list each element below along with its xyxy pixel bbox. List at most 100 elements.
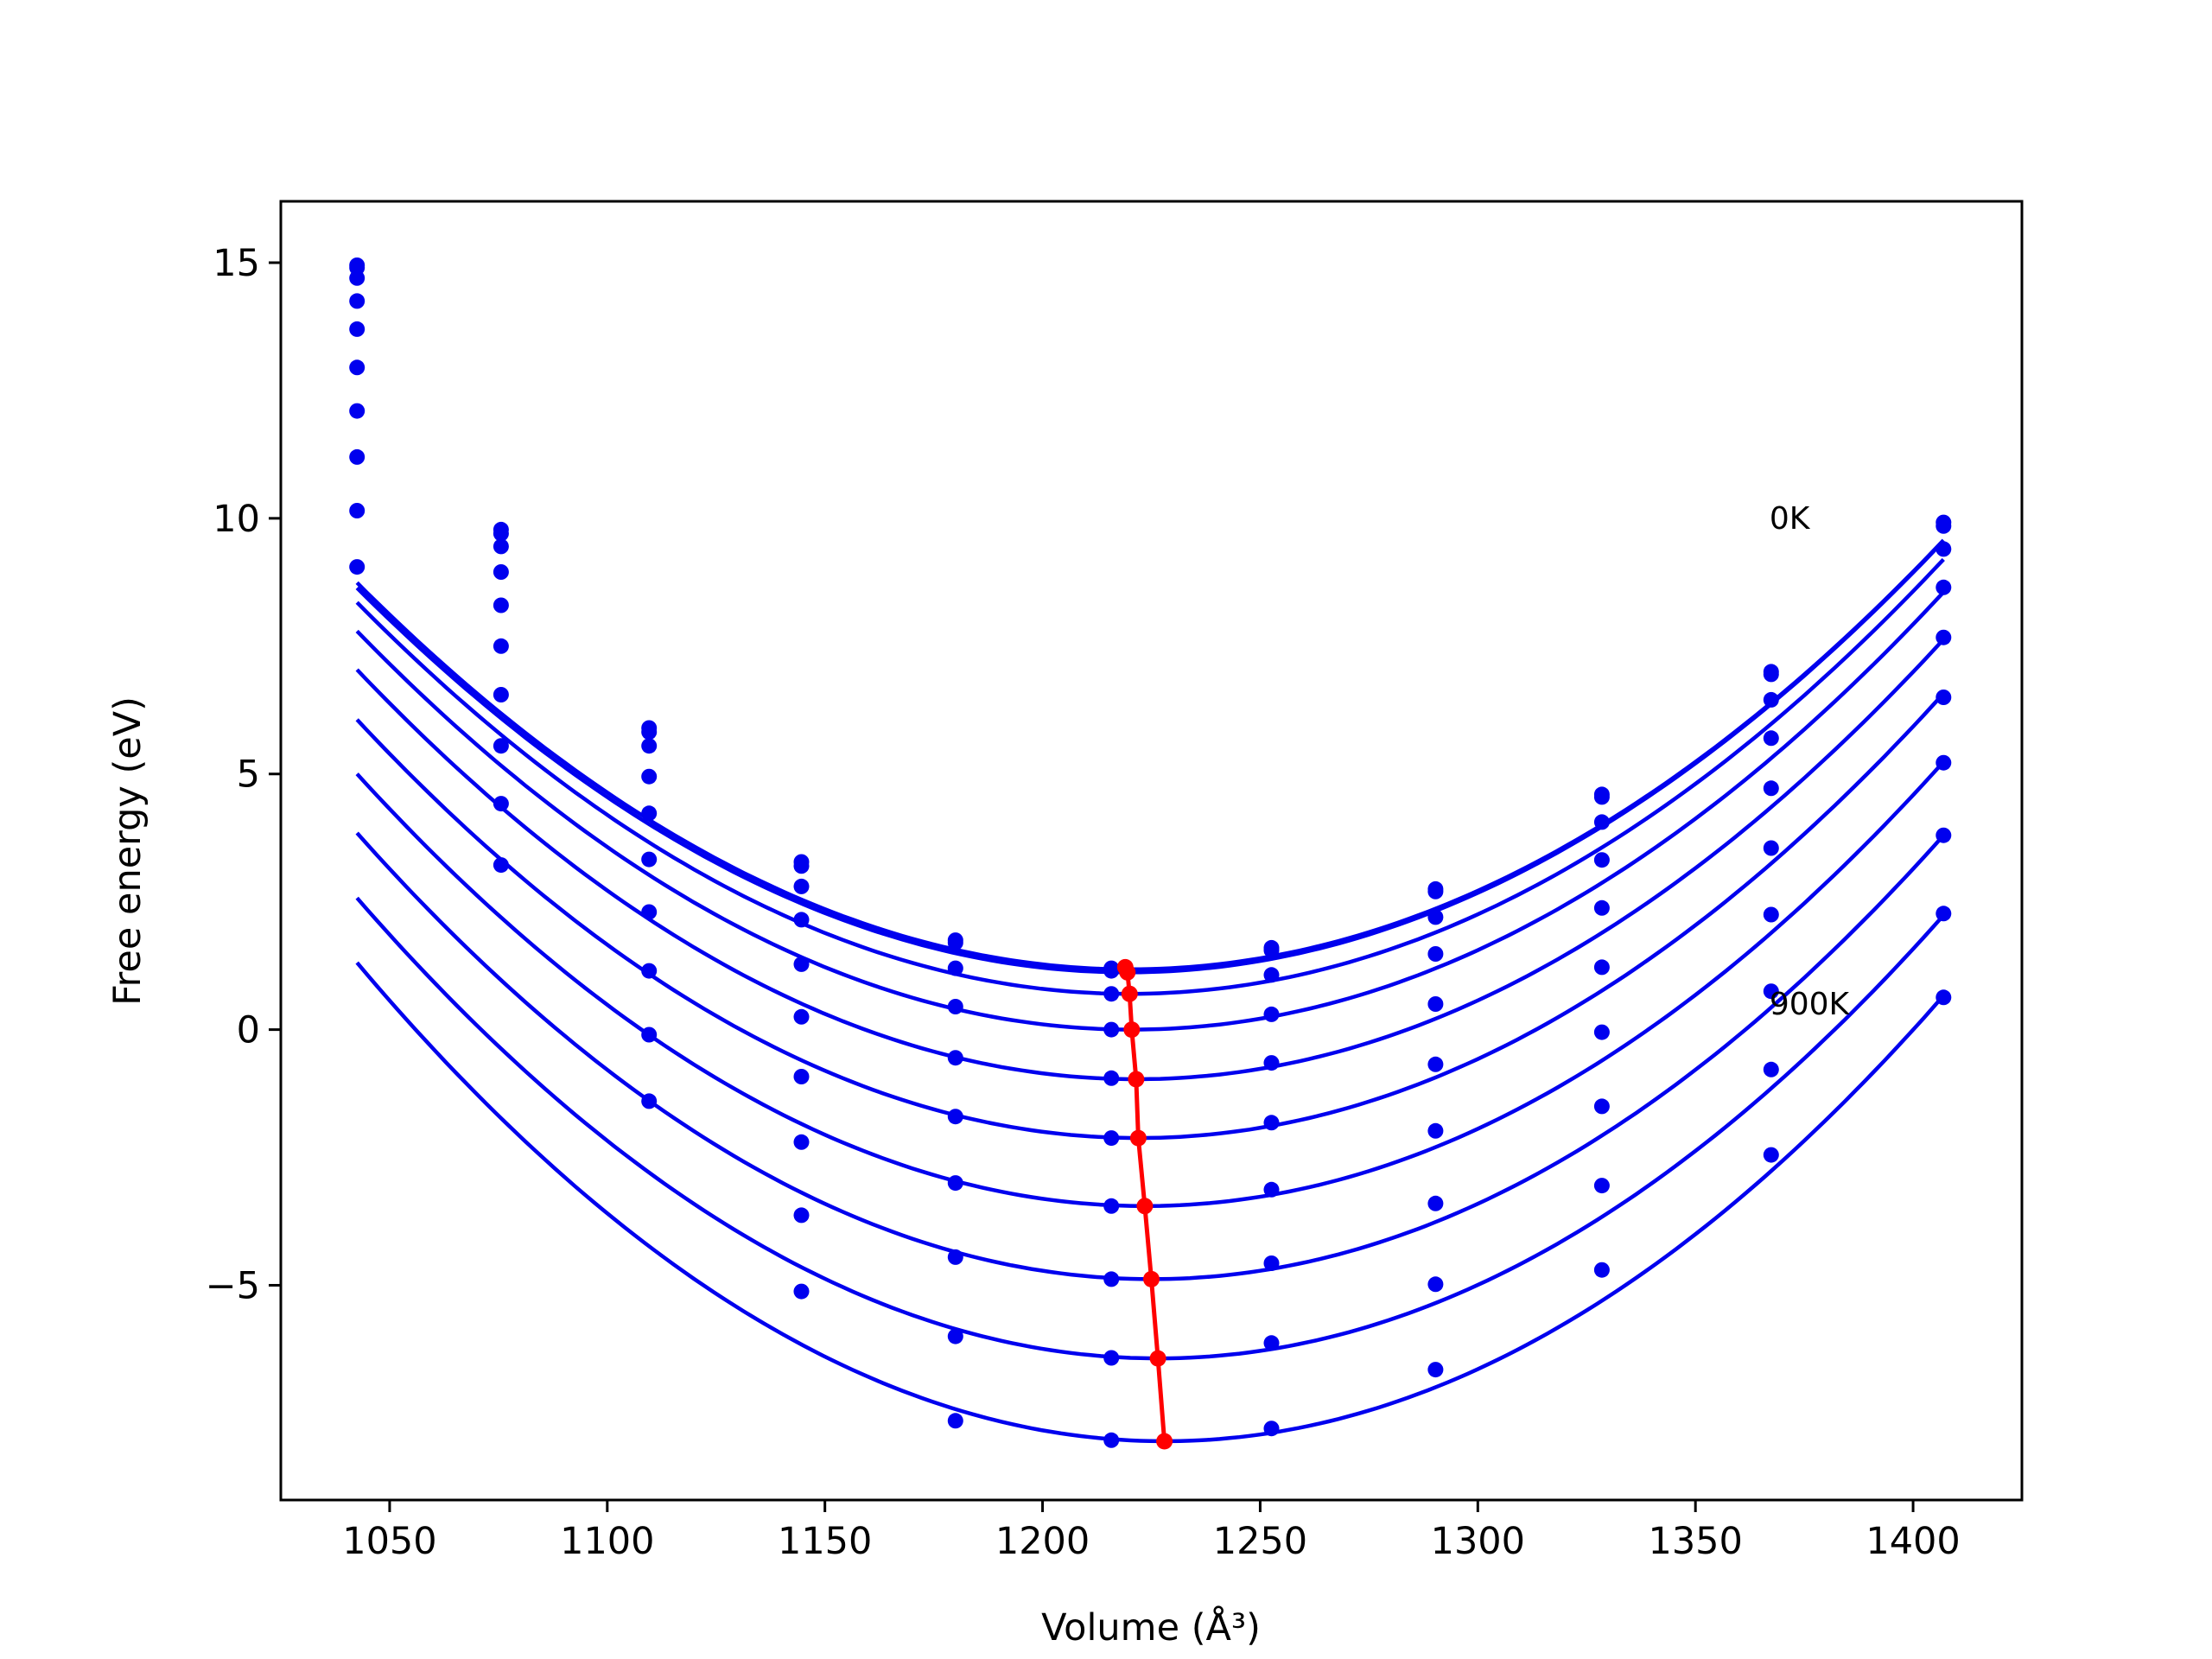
data-point [493,597,509,613]
data-point [1936,690,1952,705]
fit-curve-5 [355,638,1945,1082]
data-point [1763,1061,1779,1077]
data-point [1593,1098,1610,1115]
data-point [349,503,365,518]
x-tick-label: 1100 [560,1520,654,1563]
data-point [349,293,365,309]
y-tick-label: 10 [213,498,260,541]
data-point [1103,1198,1120,1214]
plot-frame [279,200,2024,1502]
data-point [493,738,509,754]
data-point [493,796,509,812]
data-point [947,960,963,976]
y-tick-label: 5 [237,753,260,797]
data-point [493,564,509,580]
data-point [641,851,658,868]
data-point [1936,827,1952,843]
x-axis-ticks: 1050 1100 1150 1200 1250 1300 1350 1400 [342,1500,1961,1563]
data-point [1593,959,1610,976]
data-point [1593,899,1610,916]
data-point [1263,1335,1280,1351]
minima-line-group [1116,958,1173,1450]
data-point [1593,789,1610,805]
fit-curves [355,538,1945,1444]
minimum-point [1123,1021,1141,1039]
data-point [1103,1350,1120,1366]
minimum-point [1149,1350,1166,1367]
data-point [1593,1024,1610,1040]
fit-curve-10 [355,961,1945,1444]
data-point [1427,909,1444,925]
data-point [1103,986,1120,1002]
data-point [1936,518,1952,534]
data-point [1427,996,1444,1012]
minimum-point [1128,1071,1145,1088]
data-point [1263,1055,1280,1071]
minima-line [1122,966,1167,1442]
data-point [1427,1195,1444,1211]
data-point [793,1283,810,1300]
fit-curve-3 [355,557,1945,996]
data-point [1263,1181,1280,1198]
data-point [793,1207,810,1224]
data-point [1427,1056,1444,1072]
data-point [1763,840,1779,856]
data-point [349,359,365,376]
fit-curve-2 [355,539,1945,975]
x-tick-label: 1350 [1648,1520,1742,1563]
data-point [947,1328,963,1344]
data-point [493,525,509,542]
data-point [1763,1147,1779,1163]
data-point [349,321,365,337]
minimum-point [1136,1198,1154,1215]
x-tick-label: 1050 [342,1520,436,1563]
data-point [1427,946,1444,962]
data-point [1763,730,1779,747]
data-point [1427,883,1444,899]
data-point [349,403,365,419]
data-point [641,805,658,822]
data-point [641,738,658,754]
x-tick-label: 1400 [1866,1520,1960,1563]
data-point [947,999,963,1014]
temperature-annotation: 0K [1770,501,1811,537]
x-tick-label: 1300 [1431,1520,1525,1563]
data-point [1763,983,1779,1000]
data-point [1593,1262,1610,1278]
fit-curve-4 [355,590,1945,1032]
data-point [947,1109,963,1125]
data-point [793,956,810,972]
data-point [493,857,509,874]
x-tick-label: 1200 [995,1520,1090,1563]
data-point [1593,1178,1610,1194]
data-point [1103,1432,1120,1448]
x-axis-title: Volume (Å³) [1041,1605,1261,1649]
data-point [1936,906,1952,922]
data-point [1263,1115,1280,1131]
data-point [947,1175,963,1192]
data-point [1763,780,1779,797]
data-point [947,1249,963,1265]
data-point [1263,1421,1280,1437]
data-point [1763,906,1779,923]
minimum-point [1156,1433,1173,1450]
data-point [793,878,810,894]
data-point [641,1093,658,1109]
data-point [1763,666,1779,683]
data-point [1263,942,1280,958]
data-point [641,963,658,979]
data-point [793,858,810,874]
y-tick-label: −5 [206,1264,260,1307]
x-tick-label: 1150 [778,1520,872,1563]
data-point [1103,1130,1120,1147]
data-point [947,1413,963,1429]
data-point [793,1069,810,1084]
x-tick-label: 1250 [1213,1520,1307,1563]
data-point [1593,852,1610,868]
data-point [947,1050,963,1066]
minimum-point [1121,985,1138,1002]
data-point [641,1027,658,1043]
data-point [1936,541,1952,557]
minimum-point [1119,963,1136,981]
temperature-annotation: 900K [1770,987,1851,1022]
